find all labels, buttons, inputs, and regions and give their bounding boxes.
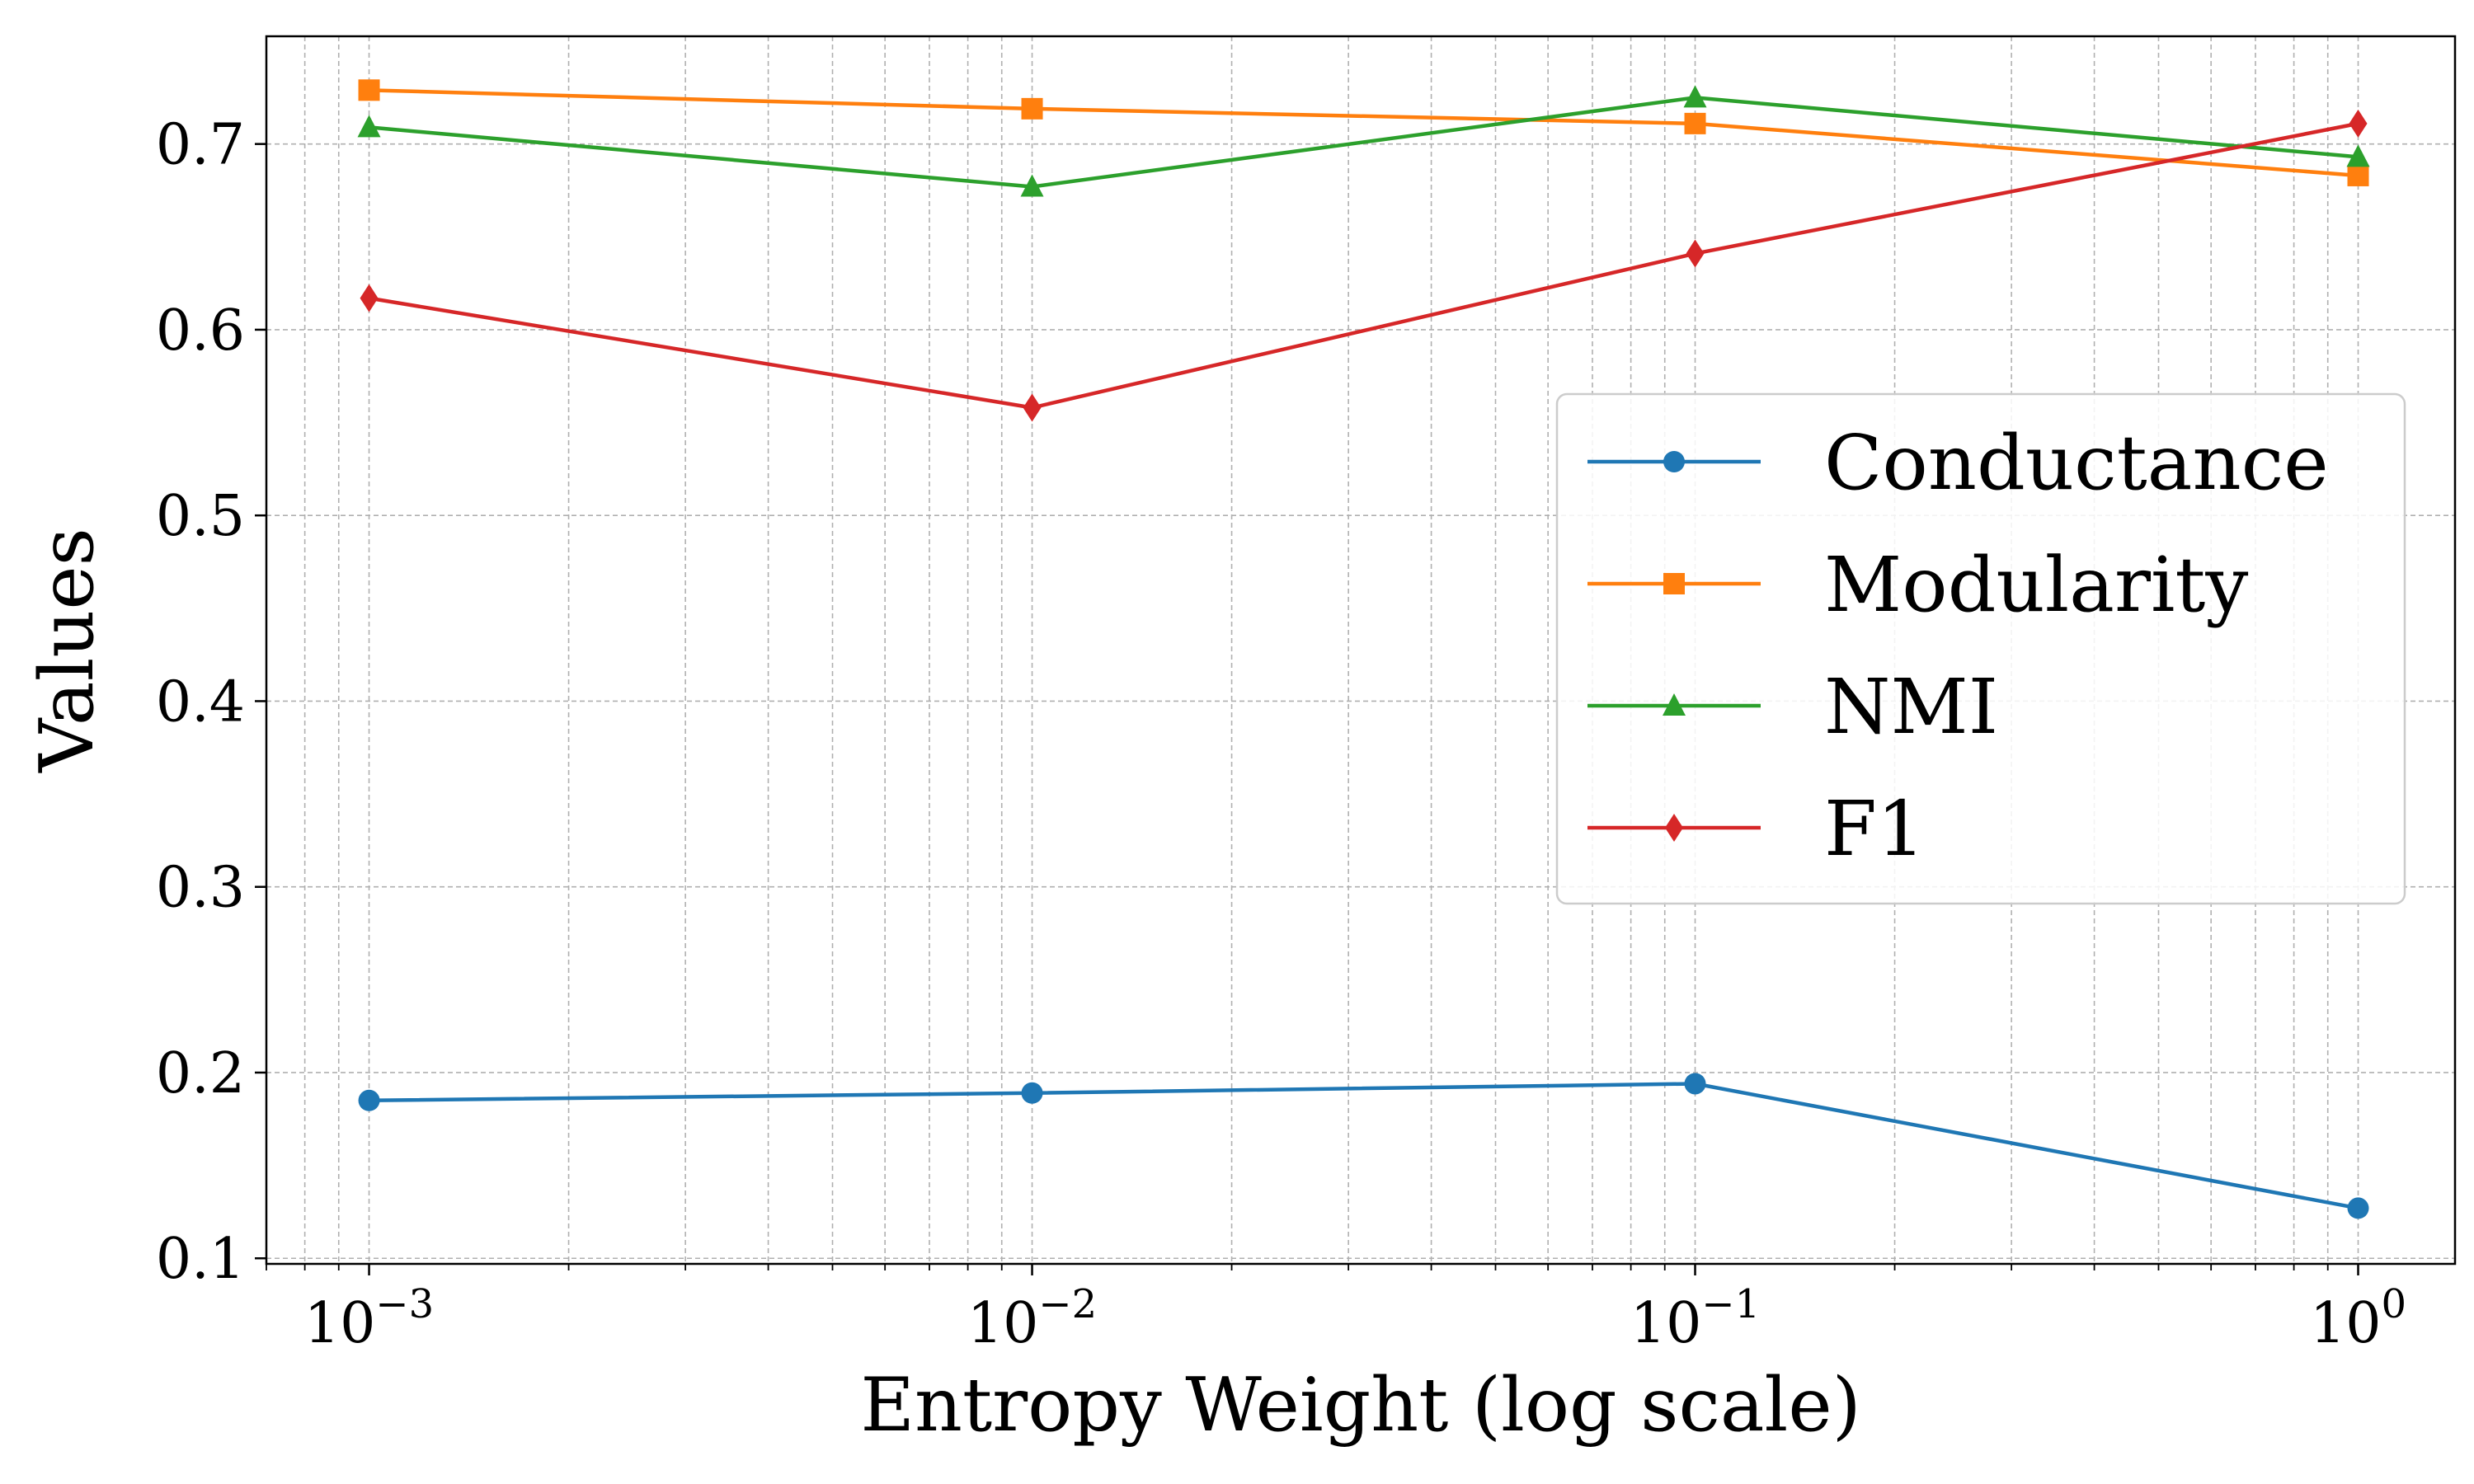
legend-marker-modularity (1663, 573, 1685, 594)
x-axis-label: Entropy Weight (log scale) (860, 1362, 1860, 1449)
y-tick-label: 0.2 (156, 1041, 245, 1106)
data-point-f1 (2349, 109, 2368, 138)
data-point-conductance (358, 1089, 380, 1111)
data-point-f1 (360, 284, 379, 312)
series-line-conductance (369, 1082, 2359, 1210)
x-tick-label: 100 (2310, 1281, 2406, 1356)
legend-marker-conductance (1663, 451, 1685, 472)
data-point-nmi (2346, 144, 2370, 167)
x-tick-label: 10−3 (304, 1281, 434, 1356)
series-markers (357, 79, 2370, 1219)
y-tick-label: 0.1 (156, 1227, 245, 1292)
y-tick-label: 0.4 (156, 669, 245, 735)
y-tick-label: 0.7 (156, 113, 245, 178)
data-point-modularity (1684, 112, 1706, 134)
data-point-conductance (1684, 1073, 1706, 1095)
y-axis-label: Values (24, 528, 111, 773)
y-tick-label: 0.5 (156, 484, 245, 549)
legend-marker-f1 (1665, 814, 1683, 842)
data-point-f1 (1686, 239, 1705, 268)
series-line-modularity (369, 88, 2359, 178)
data-point-conductance (2347, 1197, 2369, 1219)
data-point-nmi (1020, 174, 1044, 197)
axis-ticks: 10−3 10−2 10−1 100 0.1 0.2 0.3 0.4 0.5 0.6 0.7 (156, 113, 2406, 1356)
legend: Conductance Modularity NMI F1 (1555, 392, 2406, 905)
data-point-nmi (357, 115, 381, 138)
x-tick-label: 10−2 (967, 1281, 1097, 1356)
data-point-modularity (358, 79, 380, 101)
y-tick-label: 0.3 (156, 856, 245, 921)
data-point-f1 (1023, 393, 1042, 422)
legend-label-f1: F1 (1824, 785, 1925, 873)
legend-label-modularity: Modularity (1824, 541, 2248, 629)
data-point-nmi (1683, 85, 1707, 108)
series-line-f1 (369, 121, 2359, 410)
legend-label-nmi: NMI (1824, 663, 1998, 751)
series-lines (369, 88, 2359, 1210)
y-tick-label: 0.6 (156, 298, 245, 364)
data-point-conductance (1021, 1082, 1043, 1104)
legend-label-conductance: Conductance (1824, 419, 2329, 507)
plot-area-frame (265, 35, 2457, 1266)
x-tick-label: 10−1 (1630, 1281, 1760, 1356)
legend-box (1555, 392, 2406, 905)
data-point-modularity (2347, 164, 2369, 186)
legend-marker-nmi (1663, 693, 1686, 716)
series-line-nmi (369, 96, 2359, 189)
data-point-modularity (1021, 97, 1043, 120)
